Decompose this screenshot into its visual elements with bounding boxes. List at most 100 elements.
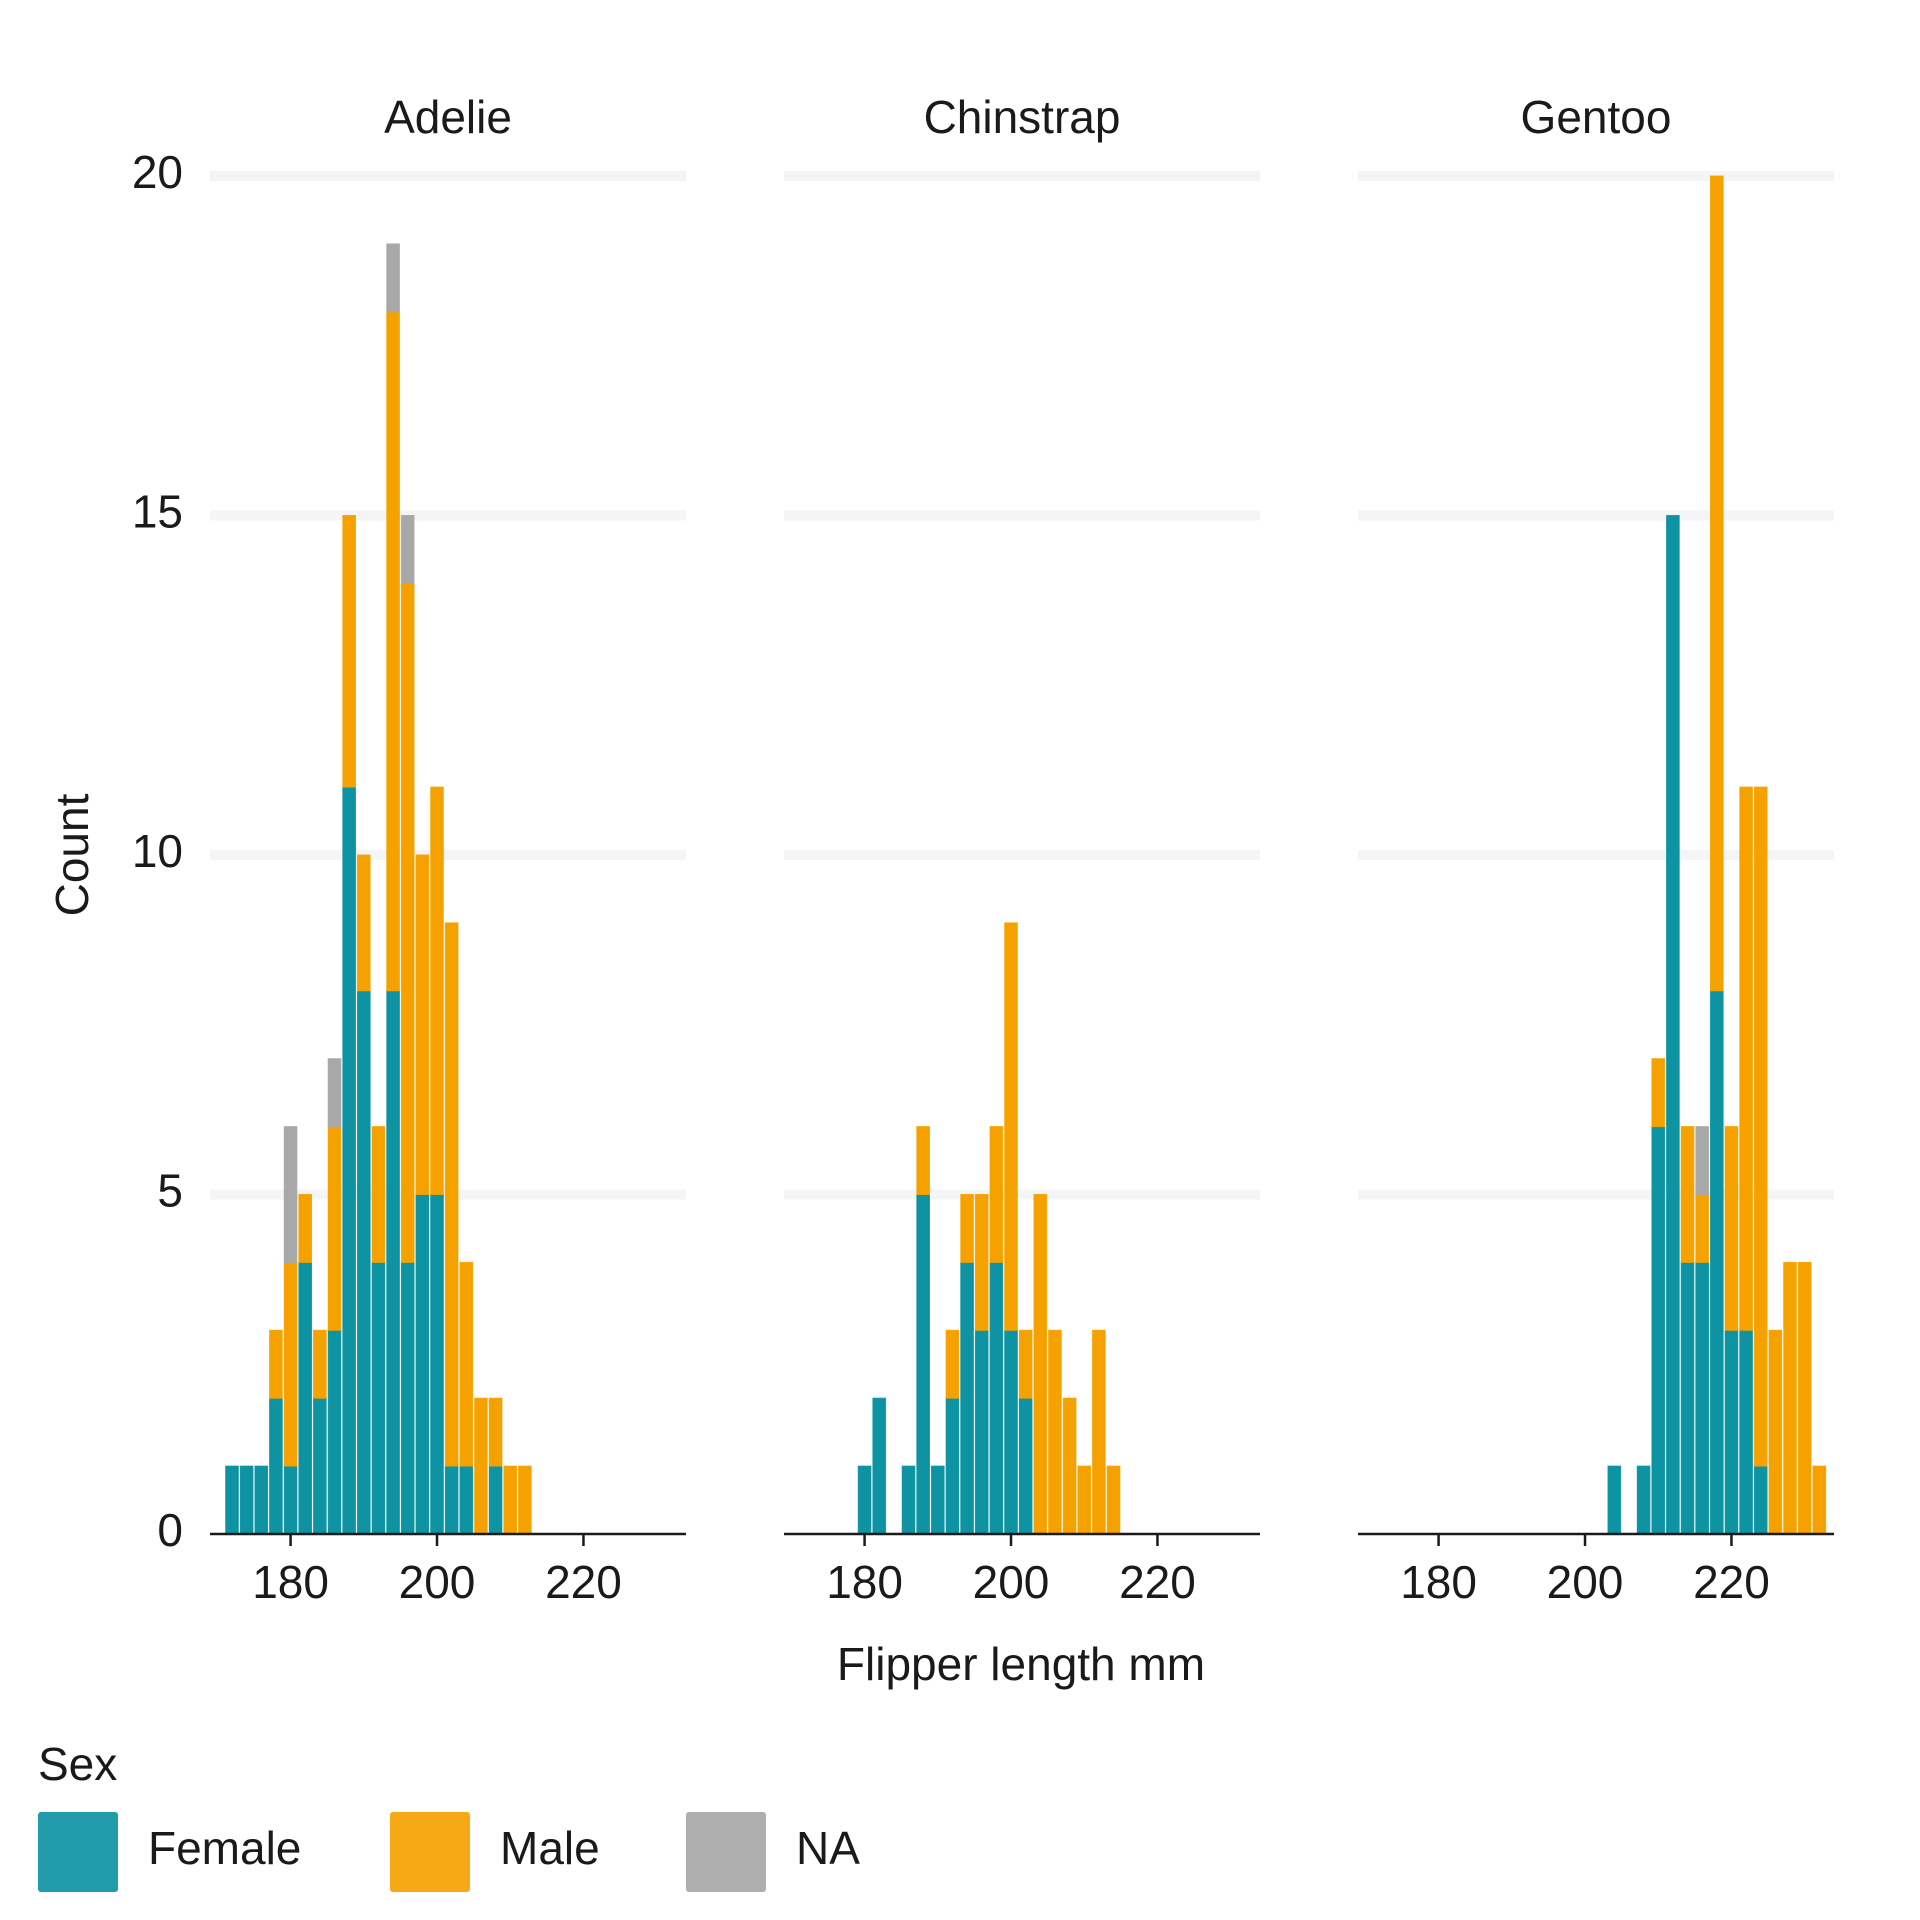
bar-female <box>283 1465 298 1535</box>
bar-female <box>298 1261 313 1535</box>
bar-na <box>283 1126 298 1263</box>
bar-male <box>974 1194 989 1331</box>
bar-female <box>916 1194 930 1535</box>
bar-female <box>1607 1465 1622 1535</box>
bar-male <box>518 1465 532 1535</box>
x-tick-label: 200 <box>1547 1556 1624 1608</box>
bar-female <box>488 1465 503 1535</box>
bar-male <box>1077 1465 1092 1535</box>
bar-male <box>327 1126 342 1331</box>
bar-na <box>1695 1126 1709 1195</box>
bar-female <box>444 1465 459 1535</box>
bar-female <box>960 1261 974 1535</box>
bar-female <box>1753 1465 1768 1535</box>
bar-male <box>386 311 400 992</box>
bar-male <box>1753 786 1768 1467</box>
bar-na <box>327 1058 342 1128</box>
legend-title: Sex <box>38 1738 117 1790</box>
bar-female <box>1709 990 1724 1535</box>
y-tick-label: 10 <box>132 825 183 877</box>
bar-male <box>1033 1194 1048 1535</box>
bar-male <box>1739 786 1753 1331</box>
bar-male <box>1768 1329 1783 1535</box>
bar-male <box>1048 1329 1062 1535</box>
bar-male <box>1018 1329 1033 1399</box>
y-axis-title: Count <box>46 793 98 916</box>
bar-female <box>901 1465 916 1535</box>
bar-female <box>989 1261 1004 1535</box>
facet-title: Chinstrap <box>924 91 1121 143</box>
bar-male <box>430 786 444 1195</box>
x-tick-label: 180 <box>1400 1556 1477 1608</box>
y-tick-label: 0 <box>157 1504 183 1556</box>
legend-key-male <box>390 1812 470 1892</box>
bar-male <box>1783 1261 1797 1535</box>
y-tick-label: 5 <box>157 1165 183 1217</box>
legend-label-female: Female <box>148 1822 301 1874</box>
y-tick-label: 20 <box>132 146 183 198</box>
facet-title: Gentoo <box>1521 91 1672 143</box>
bar-female <box>430 1194 444 1535</box>
bar-male <box>1812 1465 1827 1535</box>
bar-male <box>1797 1261 1812 1535</box>
bar-female <box>415 1194 430 1535</box>
bar-male <box>1106 1465 1121 1535</box>
x-tick-label: 180 <box>252 1556 329 1608</box>
bar-female <box>371 1261 386 1535</box>
x-tick-label: 220 <box>545 1556 622 1608</box>
bar-male <box>415 854 430 1195</box>
bar-male <box>371 1126 386 1263</box>
bar-male <box>945 1329 960 1399</box>
x-tick-label: 220 <box>1693 1556 1770 1608</box>
bar-female <box>1695 1261 1709 1535</box>
bar-female <box>930 1465 945 1535</box>
bar-male <box>1092 1329 1106 1535</box>
bar-female <box>1739 1329 1753 1535</box>
bar-female <box>1636 1465 1651 1535</box>
legend-key-female <box>38 1812 118 1892</box>
bar-female <box>1724 1329 1739 1535</box>
bar-female <box>1666 515 1680 1535</box>
bar-male <box>1004 922 1018 1331</box>
legend-key-na <box>686 1812 766 1892</box>
bar-male <box>503 1465 518 1535</box>
bar-female <box>386 990 400 1535</box>
bar-female <box>459 1465 474 1535</box>
bar-male <box>400 582 415 1263</box>
bar-male <box>1709 175 1724 992</box>
x-tick-label: 220 <box>1119 1556 1196 1608</box>
x-axis-title: Flipper length mm <box>837 1638 1205 1690</box>
legend: Sex Female Male NA <box>38 1738 860 1892</box>
bar-male <box>1695 1194 1709 1263</box>
bar-female <box>945 1397 960 1535</box>
bar-male <box>283 1261 298 1467</box>
bar-male <box>1651 1058 1666 1128</box>
bar-male <box>960 1194 974 1263</box>
bar-male <box>459 1261 474 1467</box>
bar-female <box>974 1329 989 1535</box>
bar-female <box>356 990 371 1535</box>
x-tick-label: 200 <box>399 1556 476 1608</box>
bar-male <box>298 1194 313 1263</box>
panel-gentoo: Gentoo 180 200 220 <box>1358 91 1834 1608</box>
bar-male <box>916 1126 930 1195</box>
bar-female <box>254 1465 269 1535</box>
bar-na <box>400 515 415 584</box>
bar-male <box>474 1397 488 1535</box>
bar-na <box>386 243 400 313</box>
bar-female <box>1004 1329 1018 1535</box>
panels-group: 0 5 10 15 20 Adelie 180 200 220 Chinstrap 180 200 22… <box>132 91 1834 1608</box>
y-tick-label: 15 <box>132 486 183 538</box>
bar-female <box>239 1465 254 1535</box>
bar-female <box>872 1397 887 1535</box>
bar-female <box>313 1397 327 1535</box>
bar-male <box>1062 1397 1077 1535</box>
bar-male <box>488 1397 503 1467</box>
bar-female <box>1680 1261 1695 1535</box>
bar-male <box>989 1126 1004 1263</box>
bar-female <box>342 786 356 1535</box>
bar-female <box>225 1465 239 1535</box>
bar-male <box>269 1329 283 1399</box>
bar-female <box>1018 1397 1033 1535</box>
